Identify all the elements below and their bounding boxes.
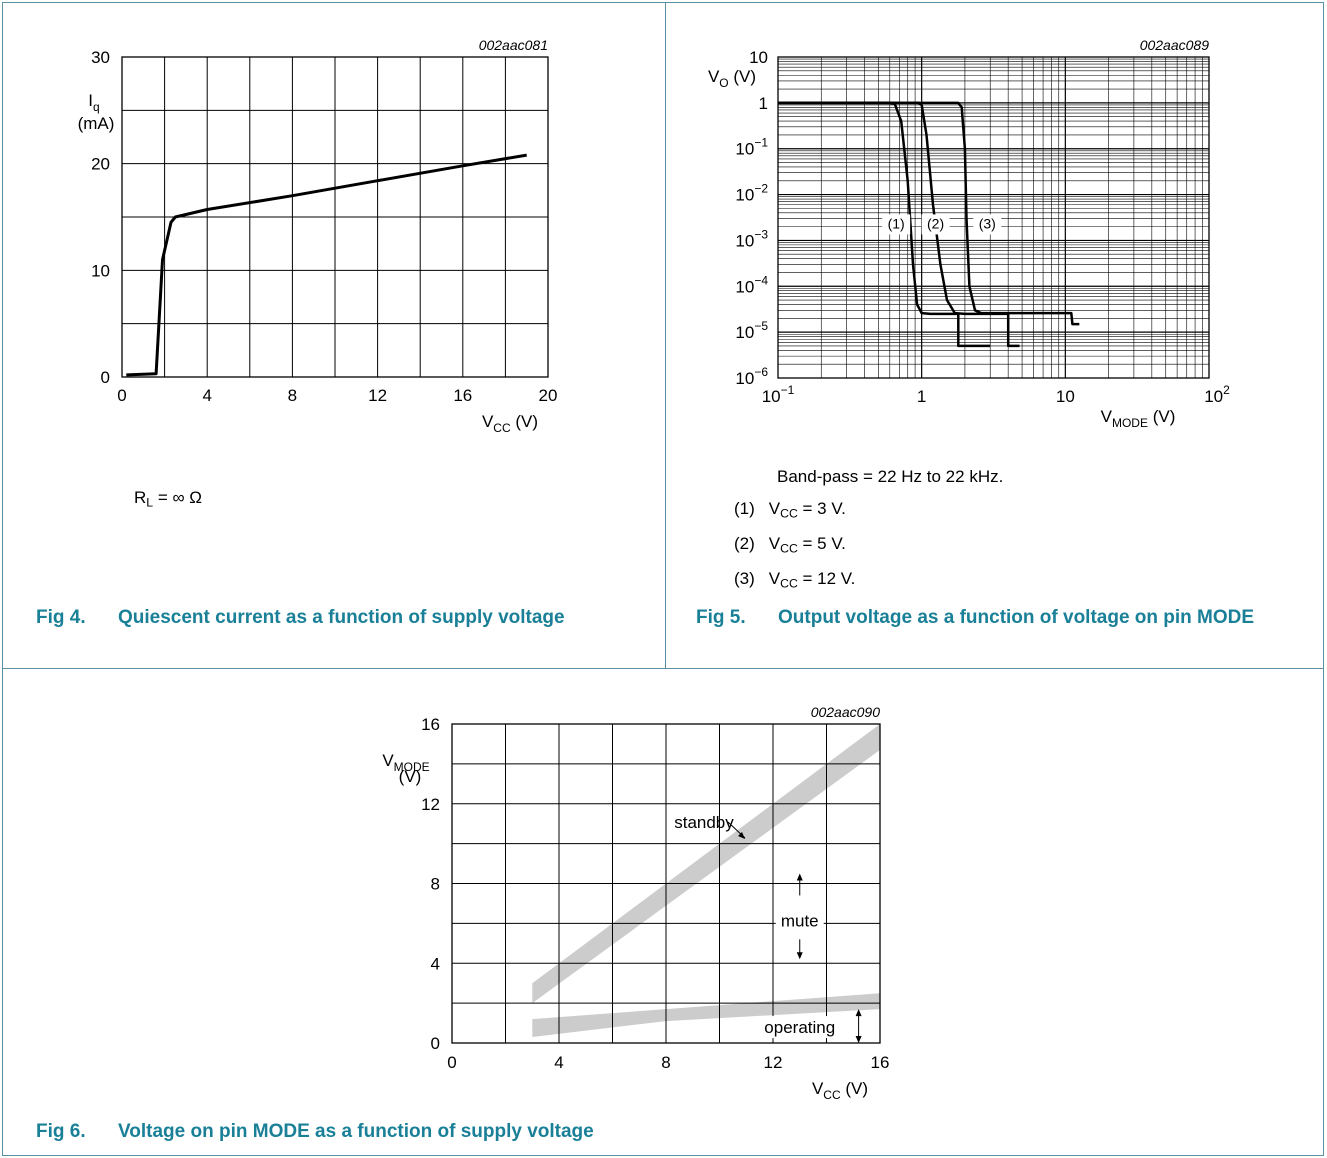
fig6-operating-label: operating: [764, 1018, 835, 1037]
fig6-mute-label: mute: [781, 911, 819, 930]
fig4-x-tick-label: 0: [117, 386, 126, 405]
fig6-mute-arrowhead-down: [797, 952, 803, 959]
fig5-note-3: (3) VCC = 12 V.: [734, 569, 855, 591]
fig5-y-axis-label: VO (V): [708, 67, 756, 90]
fig4-y-tick-label: 10: [91, 261, 110, 280]
fig5-bandpass-note: Band-pass = 22 Hz to 22 kHz.: [777, 467, 1003, 487]
fig5-x-tick-label: 10−1: [762, 383, 795, 406]
fig6-x-tick-label: 12: [764, 1053, 783, 1072]
fig6-x-tick-label: 8: [661, 1053, 670, 1072]
fig5-y-tick-label: 10−2: [735, 182, 768, 205]
fig6-y-tick-label: 0: [431, 1034, 440, 1053]
fig5-y-tick-label: 10−1: [735, 136, 768, 159]
fig4-x-axis-label: VCC (V): [482, 412, 538, 435]
fig4-y-axis-label: Iq: [88, 91, 99, 114]
fig6-caption-number: Fig 6.: [36, 1120, 86, 1144]
fig6-y-tick-label: 8: [431, 875, 440, 894]
fig6-y-axis-unit: (V): [399, 767, 422, 786]
fig5-caption-title: Output voltage as a function of voltage …: [778, 606, 1308, 630]
fig6-standby-label: standby: [674, 813, 734, 832]
fig5-y-tick-label: 10−5: [735, 319, 768, 342]
fig4-caption-number: Fig 4.: [36, 606, 86, 630]
fig6-y-tick-label: 4: [431, 954, 440, 973]
fig5-curve-label: (1): [888, 215, 905, 231]
fig5-x-tick-label: 102: [1204, 383, 1230, 406]
fig4-chart-id: 002aac081: [479, 37, 548, 53]
fig5-x-tick-label: 1: [917, 387, 926, 406]
fig5-caption-number: Fig 5.: [696, 606, 746, 630]
fig5-chart-id: 002aac089: [1140, 37, 1210, 53]
fig6-operating-arrowhead-down: [856, 1036, 862, 1043]
fig6-x-tick-label: 4: [554, 1053, 563, 1072]
fig5-x-axis-label: VMODE (V): [1101, 407, 1176, 430]
fig6-chart-id: 002aac090: [811, 704, 881, 720]
fig6-x-tick-label: 16: [871, 1053, 890, 1072]
fig4-x-tick-label: 4: [202, 386, 211, 405]
fig4-y-tick-label: 0: [101, 368, 110, 387]
fig6-x-axis-label: VCC (V): [812, 1079, 868, 1102]
fig5-note-2: (2) VCC = 5 V.: [734, 534, 846, 556]
fig5-x-tick-label: 10: [1056, 387, 1075, 406]
fig4-series-line: [126, 155, 526, 375]
fig5-y-tick-label: 10: [749, 48, 768, 67]
fig5-curve-label: (2): [927, 215, 944, 231]
fig5-y-tick-label: 10−6: [735, 365, 768, 388]
fig5-y-tick-label: 10−3: [735, 227, 768, 250]
fig5-y-tick-label: 1: [759, 94, 768, 113]
fig5-y-tick-label: 10−4: [735, 273, 768, 296]
fig6-band-1: [532, 724, 880, 1003]
fig6-caption-title: Voltage on pin MODE as a function of sup…: [118, 1120, 918, 1144]
fig4-rl-note: RL = ∞ Ω: [134, 488, 202, 510]
fig6-x-tick-label: 0: [447, 1053, 456, 1072]
fig6-y-tick-label: 16: [421, 715, 440, 734]
fig6-mute-arrowhead-up: [797, 874, 803, 881]
fig4-y-tick-label: 30: [91, 48, 110, 67]
fig5-curve-label: (3): [979, 215, 996, 231]
fig4-x-tick-label: 12: [368, 386, 387, 405]
fig4-y-axis-unit: (mA): [78, 114, 115, 133]
fig6-y-tick-label: 12: [421, 795, 440, 814]
fig5-note-1: (1) VCC = 3 V.: [734, 499, 846, 521]
fig4-x-tick-label: 16: [453, 386, 472, 405]
fig4-caption-title: Quiescent current as a function of suppl…: [118, 606, 618, 630]
fig4-x-tick-label: 20: [539, 386, 558, 405]
fig4-y-tick-label: 20: [91, 155, 110, 174]
fig4-x-tick-label: 8: [288, 386, 297, 405]
